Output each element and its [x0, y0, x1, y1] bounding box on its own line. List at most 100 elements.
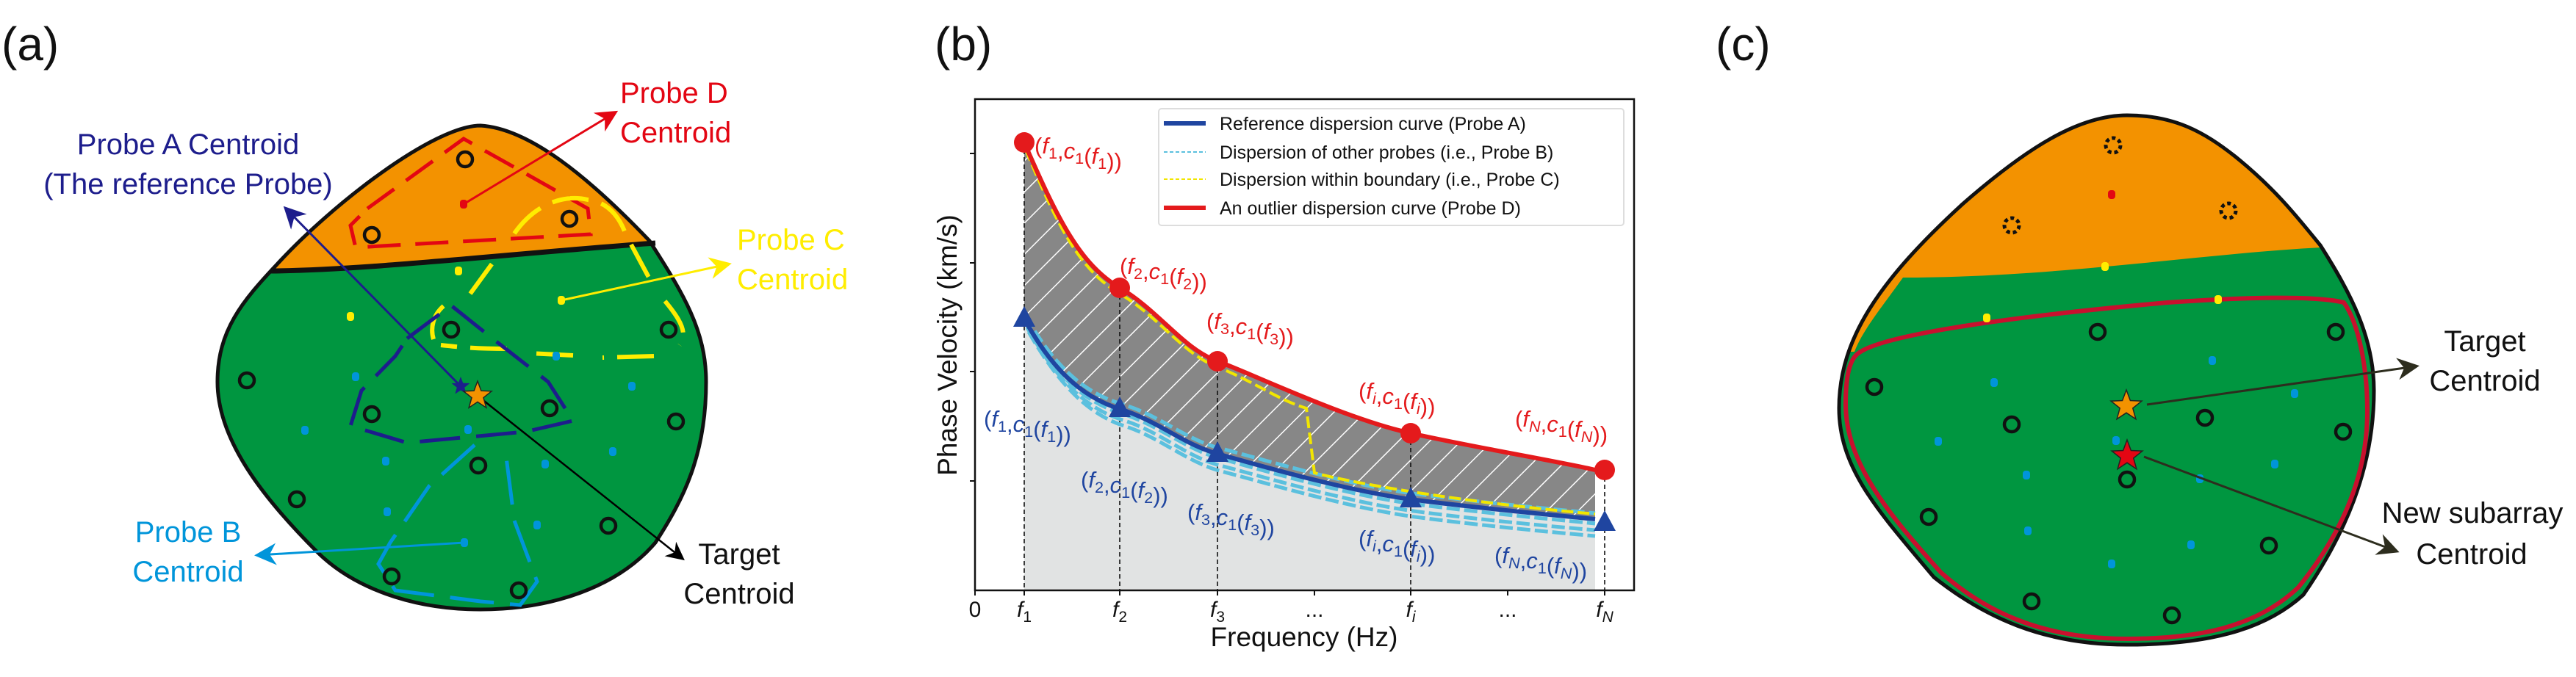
outlier-point-marker	[1400, 423, 1421, 444]
new-subarray-centroid-star-icon	[2110, 438, 2144, 471]
receiver-ring-icon	[287, 490, 306, 509]
panel-a-label: (a)	[1, 18, 59, 70]
receiver-ring-icon	[382, 567, 401, 586]
x-tick-label: ...	[1305, 598, 1323, 622]
curve-markers	[1013, 132, 1616, 531]
label-part: c	[1236, 314, 1248, 339]
x-axis-label: Frequency (Hz)	[1211, 622, 1398, 652]
receiver-ring-icon	[540, 399, 559, 418]
label-part: (	[1256, 319, 1264, 344]
probe-b-sensor-dot	[464, 425, 472, 434]
probe-d-label-line1: Probe D	[620, 77, 728, 109]
subscript: 1	[1228, 515, 1237, 534]
probe-b-sensor-dot	[384, 507, 391, 516]
probe-a-label-line2: (The reference Probe)	[43, 168, 333, 200]
probe-b-sensor-dot	[2291, 389, 2298, 398]
label-part: (	[1403, 388, 1411, 414]
receiver-ring-icon	[2195, 408, 2215, 427]
subscript: 1	[1160, 269, 1169, 288]
y-ticks	[970, 153, 975, 482]
probe-c-sensor-dot	[455, 267, 462, 275]
label-part: ,	[1057, 138, 1064, 164]
removed-receiver-ring-icon	[2104, 136, 2123, 155]
panel-c-label: (c)	[1716, 18, 1771, 70]
subscript: i	[1412, 609, 1417, 626]
probe-a-centroid-star-icon	[451, 377, 470, 394]
receiver-ring-icon	[2162, 606, 2181, 625]
subscript: 1	[1247, 325, 1256, 343]
panel-b: (b) 0 f1 f2 f3... fi... fN (f1,c1(f1))(f2	[932, 18, 1636, 652]
label-part: ))	[1572, 558, 1587, 584]
legend-entry: Dispersion of other probes (i.e., Probe …	[1220, 142, 1553, 163]
probe-b-sensor-dot	[533, 521, 541, 529]
label-part: c	[1382, 383, 1394, 409]
subscript: i	[1372, 389, 1377, 408]
probe-a-boundary	[348, 303, 577, 445]
subscript: N	[1581, 427, 1593, 446]
label-part: (	[1515, 406, 1523, 432]
label-part: (	[1130, 477, 1138, 503]
receiver-ring-icon	[659, 320, 678, 339]
new-subarray-arrow	[2143, 455, 2400, 555]
label-part: ,	[1376, 531, 1383, 557]
reference-point-marker	[1206, 441, 1228, 462]
array-outline	[1837, 113, 2376, 647]
label-part: (	[984, 406, 992, 432]
target-arrow	[477, 395, 685, 561]
probe-d-label-line2: Centroid	[620, 117, 731, 149]
receiver-ring-icon	[2334, 422, 2353, 441]
target-centroid-star-icon	[2109, 388, 2143, 421]
label-part: ))	[1056, 421, 1071, 447]
receiver-ring-icon	[2259, 536, 2278, 555]
label-part: (	[1187, 499, 1195, 525]
label-part: ))	[1259, 515, 1275, 540]
probe-b-sensor-dot	[553, 352, 560, 361]
label-part: c	[1382, 531, 1394, 557]
probe-d-sensor-dot	[2108, 190, 2115, 199]
label-part: (	[1494, 543, 1503, 568]
label-part: ))	[1107, 148, 1122, 174]
probe-c-label-line2: Centroid	[737, 264, 848, 296]
reference-point-marker	[1109, 397, 1131, 417]
label-part: (	[1359, 378, 1367, 404]
new-subarray-label-line1: New subarray	[2382, 497, 2564, 529]
label-part: (	[1120, 253, 1128, 279]
label-part: (	[1547, 553, 1555, 579]
probe-c-sensor-dot	[2215, 295, 2222, 304]
reference-point-marker	[1594, 510, 1616, 531]
label-part: ))	[1420, 541, 1436, 567]
reference-point-label: (f3,c1(f3))	[1187, 499, 1275, 540]
receiver-ring-icon	[1919, 507, 1938, 526]
reference-point-label: (fN,c1(fN))	[1494, 543, 1587, 584]
zone-boundary-line	[270, 240, 656, 274]
subscript: 3	[1201, 510, 1210, 529]
label-part: (	[1084, 143, 1092, 169]
point-labels: (f1,c1(f1)) (f2,c1(f2)) (f3,c1(f3)) (fi,c1(…	[984, 133, 1608, 584]
x-tick-label: fi	[1406, 598, 1416, 626]
receiver-ring-icon	[2002, 415, 2021, 434]
target-label-line2: Centroid	[683, 578, 794, 610]
receiver-ring-icon	[456, 150, 475, 169]
outlier-point-marker	[1594, 460, 1615, 480]
legend-entry: Reference dispersion curve (Probe A)	[1220, 114, 1526, 134]
probe-a-arrow	[283, 206, 462, 388]
label-part: ))	[1420, 394, 1436, 419]
probe-b-sensor-dot	[542, 460, 549, 468]
target-label-line1: Target	[2444, 325, 2525, 358]
label-part: c	[1013, 411, 1025, 437]
receiver-ring-icon	[442, 320, 461, 339]
probe-b-curve	[1023, 322, 1596, 526]
reference-point-label: (f2,c1(f2))	[1081, 467, 1168, 508]
label-part: ,	[1376, 383, 1383, 409]
probe-b-sensor-dot	[2112, 436, 2120, 445]
x-tick-label: fN	[1596, 598, 1613, 626]
probe-b-sensor-dot	[2209, 356, 2216, 365]
target-label-line2: Centroid	[2429, 365, 2540, 397]
removed-receiver-ring-icon	[2219, 201, 2238, 220]
label-part: ...	[1305, 598, 1323, 622]
probe-c-label-line1: Probe C	[737, 224, 845, 256]
subscript: 1	[1394, 394, 1403, 413]
receiver-ring-icon	[599, 516, 618, 535]
target-label-line1: Target	[698, 538, 780, 571]
label-part: ,	[1541, 411, 1547, 437]
